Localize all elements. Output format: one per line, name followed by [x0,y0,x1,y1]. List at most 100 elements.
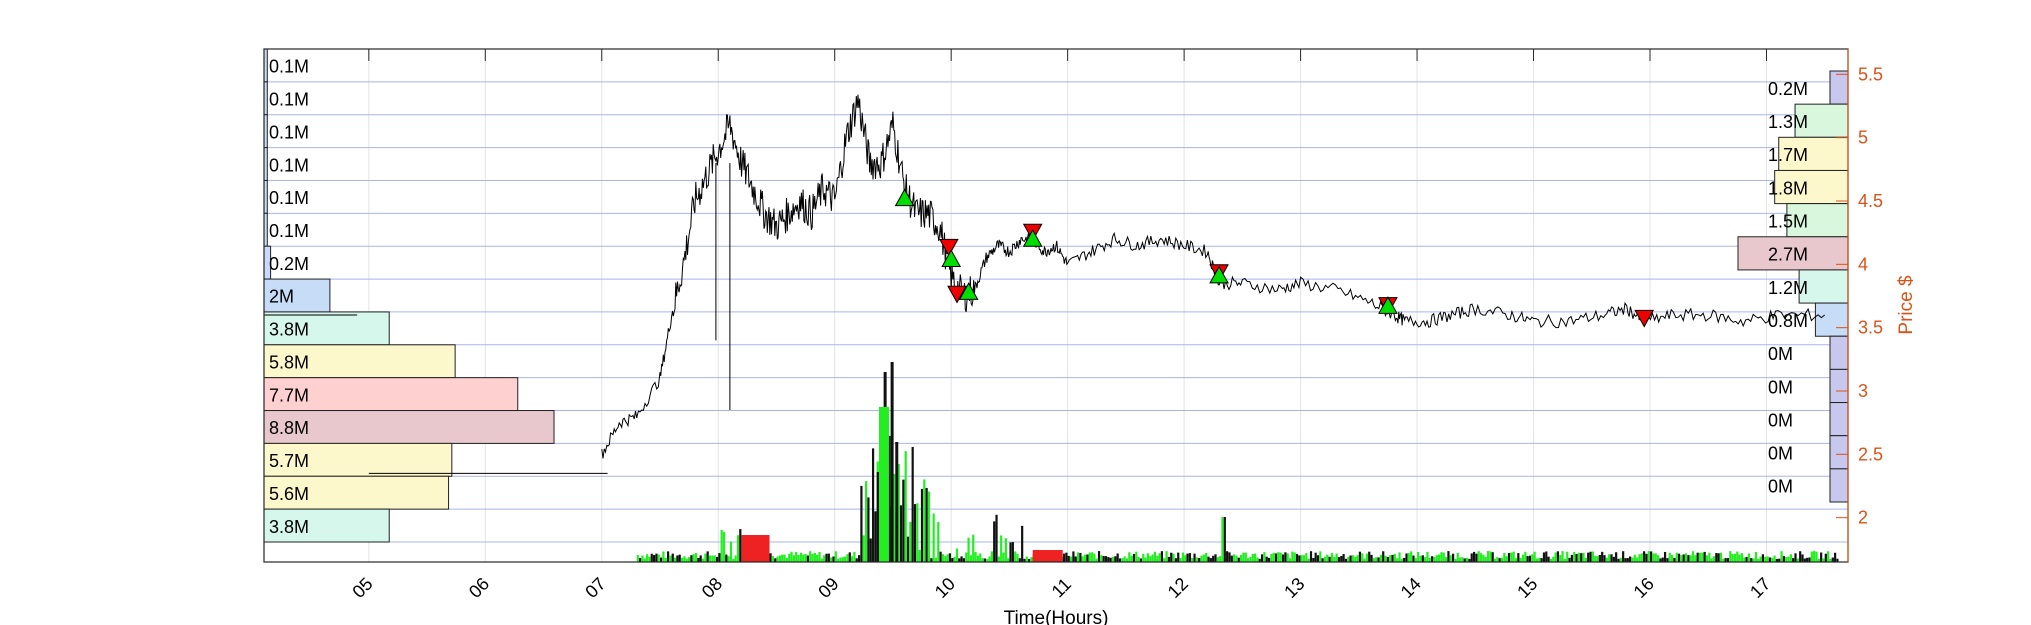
volume-bar [1181,552,1184,562]
x-tick-label: 15 [1513,574,1541,602]
volume-bar [860,485,863,562]
volume-bar [1496,557,1499,562]
volume-bar [1608,554,1611,562]
x-tick-label: 05 [348,574,376,602]
right-profile-bar [1814,302,1849,337]
volume-bar [1512,551,1515,562]
volume-bar [1773,555,1776,562]
x-tick-label: 08 [698,574,726,602]
volume-bar [1733,553,1737,562]
right-profile-bar [1737,236,1849,271]
volume-bar [1184,555,1187,562]
volume-bar [1582,552,1585,562]
volume-bar [1205,552,1208,562]
volume-bar [1109,557,1112,562]
volume-bar [704,553,707,562]
volume-bar [1361,553,1364,562]
volume-bar [795,551,798,562]
volume-bar [1326,554,1329,562]
volume-bar [1384,555,1387,562]
volume-bar [1719,552,1723,562]
volume-bar [1666,558,1669,562]
volume-bar [1067,555,1070,562]
volume-bar [853,551,856,562]
volume-bar [1533,551,1536,562]
volume-bar [990,551,993,562]
volume-bar [1754,552,1758,562]
volume-bar [1228,552,1231,562]
volume-bar [1601,551,1604,562]
volume-bar [832,556,835,562]
volume-bar [1377,557,1380,562]
volume-bar [913,504,917,562]
left-profile-label: 2M [269,287,294,307]
price-tick-label: 3.5 [1858,318,1883,338]
volume-bar [1617,558,1620,562]
left-profile-label: 0.1M [269,221,309,241]
buy-marker [1209,265,1229,284]
volume-bar [927,491,931,562]
right-profile-label: 1.5M [1768,211,1808,231]
volume-bar [951,558,954,562]
volume-bar [1836,558,1839,562]
volume-bar [1468,558,1471,562]
volume-bar [1526,556,1529,562]
volume-bar [958,558,961,562]
volume-bar [1498,558,1501,562]
volume-bar [694,552,698,562]
volume-bar [1400,558,1403,562]
volume-bar [955,548,959,562]
volume-bar [1365,553,1369,562]
volume-bar [1475,553,1478,562]
volume-bar [876,472,880,562]
volume-bar [1717,553,1720,562]
price-axis: 2 2.5 3 3.5 4 4.5 5 5.5 [1836,49,1883,562]
volume-bar [811,553,814,562]
x-axis-title: Time(Hours) [1004,608,1109,625]
volume-bar [783,554,786,562]
volume-bar [1323,556,1327,562]
volume-bar [1242,552,1245,562]
volume-bar [1654,553,1657,562]
volume-bar [1489,551,1492,562]
volume-bar [1316,555,1320,562]
right-profile-label: 0M [1768,444,1793,464]
volume-bar [1335,553,1338,562]
volume-bar [820,558,823,562]
volume-bar [1505,556,1508,562]
volume-bar [1500,557,1504,562]
price-line [601,94,1826,459]
right-profile-bar [1829,70,1849,105]
volume-bar [1587,552,1590,562]
volume-bar [916,503,919,562]
volume-bar [1153,551,1157,562]
volume-bar [1787,556,1790,562]
volume-bar [855,558,858,562]
volume-bar [727,556,730,562]
volume-bar [792,555,795,562]
volume-bar [711,555,714,562]
volume-bar [1130,555,1133,562]
volume-bar [813,552,816,562]
volume-bar [1531,554,1534,562]
volume-bar [920,488,924,562]
volume-bar [1302,555,1306,562]
volume-bar [1528,555,1532,562]
volume-bar [1661,557,1664,562]
volume-bar [732,558,735,562]
volume-bar [1403,557,1406,562]
left-profile-bar [263,311,390,346]
volume-bar [911,446,914,562]
volume-bar [1454,558,1457,562]
volume-bar [1633,554,1636,562]
volume-bar [1554,552,1557,562]
trade-markers [894,188,1655,328]
volume-bar [1265,556,1268,562]
volume-bar [1747,553,1751,562]
volume-bar [1088,552,1091,562]
volume-bar [995,514,998,562]
volume-bar [697,557,700,562]
volume-bar [1193,553,1196,562]
volume-bar [1330,552,1334,562]
volume-bar [871,448,875,562]
